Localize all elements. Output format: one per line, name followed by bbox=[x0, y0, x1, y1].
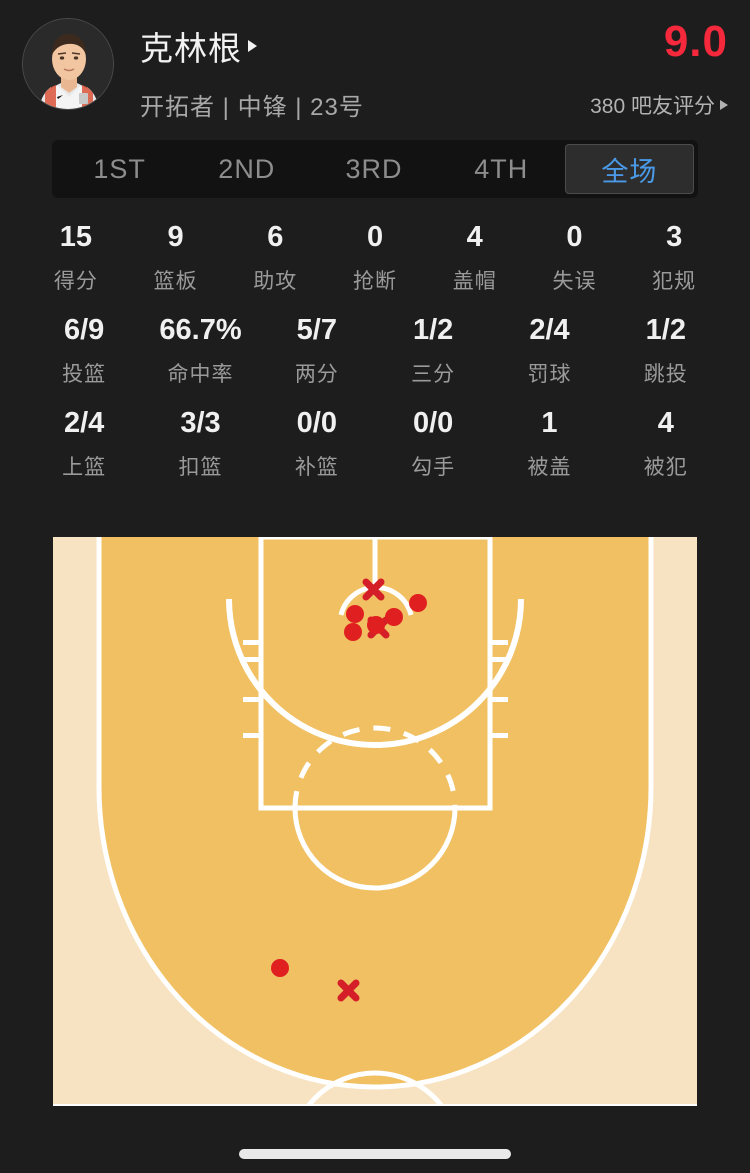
stat-label: 抢断 bbox=[353, 269, 398, 293]
stat-value: 1/2 bbox=[645, 313, 686, 346]
stat-fg-percent: 66.7% 命中率 bbox=[142, 313, 258, 388]
stat-fouls-drawn: 4 被犯 bbox=[608, 406, 724, 481]
stat-three-pointers: 1/2 三分 bbox=[375, 313, 491, 388]
stat-free-throws: 2/4 罚球 bbox=[491, 313, 607, 388]
stat-value: 6 bbox=[267, 221, 284, 253]
stat-label: 扣篮 bbox=[178, 455, 223, 479]
shot-chart[interactable] bbox=[53, 537, 697, 1106]
court-diagram bbox=[53, 537, 697, 1106]
rating-score: 9.0 bbox=[663, 17, 728, 66]
page-title: 克林根 bbox=[140, 30, 242, 67]
stat-value: 1/2 bbox=[412, 313, 454, 346]
stat-blocks: 4 盖帽 bbox=[425, 221, 525, 295]
stat-value: 3 bbox=[666, 221, 683, 253]
stats-panel: 15 得分 9 篮板 6 助攻 0 抢断 4 盖帽 0 失误 bbox=[0, 221, 750, 481]
rating-count-link[interactable]: 380 吧友评分 bbox=[590, 90, 728, 120]
stat-value: 5/7 bbox=[296, 313, 337, 346]
stat-label: 盖帽 bbox=[452, 269, 497, 293]
stat-layups: 2/4 上篮 bbox=[26, 406, 142, 481]
stat-label: 罚球 bbox=[527, 362, 572, 386]
player-header: 克林根 开拓者 | 中锋 | 23号 9.0 380 吧友评分 bbox=[0, 0, 750, 130]
stat-label: 勾手 bbox=[411, 455, 456, 479]
stat-value: 0/0 bbox=[412, 406, 454, 439]
stat-value: 4 bbox=[657, 406, 674, 439]
shot-markers bbox=[271, 578, 427, 1002]
stat-turnovers: 0 失误 bbox=[525, 221, 625, 295]
player-identity: 克林根 开拓者 | 中锋 | 23号 bbox=[140, 14, 590, 122]
stat-value: 4 bbox=[466, 221, 483, 253]
chevron-right-icon bbox=[720, 100, 728, 110]
stat-label: 上篮 bbox=[62, 455, 107, 479]
tab-full-game[interactable]: 全场 bbox=[564, 144, 695, 194]
chevron-right-icon bbox=[248, 40, 257, 52]
stat-label: 得分 bbox=[53, 269, 98, 293]
stat-shots-blocked: 1 被盖 bbox=[491, 406, 607, 481]
stat-label: 失误 bbox=[552, 269, 597, 293]
stat-value: 1 bbox=[541, 406, 558, 439]
stat-label: 投篮 bbox=[62, 362, 107, 386]
stats-row-basic: 15 得分 9 篮板 6 助攻 0 抢断 4 盖帽 0 失误 bbox=[26, 221, 724, 295]
stat-value: 2/4 bbox=[529, 313, 570, 346]
player-meta: 开拓者 | 中锋 | 23号 bbox=[140, 94, 364, 121]
stat-steals: 0 抢断 bbox=[325, 221, 425, 295]
rating-count-label: 380 吧友评分 bbox=[590, 95, 715, 118]
stat-label: 两分 bbox=[294, 362, 339, 386]
stat-label: 跳投 bbox=[643, 362, 688, 386]
stat-label: 被犯 bbox=[643, 455, 688, 479]
stat-rebounds: 9 篮板 bbox=[126, 221, 226, 295]
player-headshot-image bbox=[23, 19, 113, 109]
stat-assists: 6 助攻 bbox=[225, 221, 325, 295]
home-indicator bbox=[239, 1149, 511, 1159]
tab-4th[interactable]: 4TH bbox=[474, 153, 529, 184]
stat-tip-ins: 0/0 补篮 bbox=[259, 406, 375, 481]
stat-value: 3/3 bbox=[180, 406, 221, 439]
stat-value: 66.7% bbox=[159, 313, 242, 346]
stat-label: 补篮 bbox=[294, 455, 339, 479]
stat-value: 9 bbox=[167, 221, 184, 253]
stat-label: 被盖 bbox=[527, 455, 572, 479]
stat-label: 助攻 bbox=[253, 269, 298, 293]
stat-dunks: 3/3 扣篮 bbox=[142, 406, 258, 481]
stat-value: 2/4 bbox=[64, 406, 105, 439]
stat-value: 15 bbox=[59, 221, 92, 253]
stat-field-goals: 6/9 投篮 bbox=[26, 313, 142, 388]
player-name-row[interactable]: 克林根 bbox=[140, 22, 590, 70]
stats-row-shooting: 6/9 投篮 66.7% 命中率 5/7 两分 1/2 三分 2/4 罚球 1/… bbox=[26, 313, 724, 388]
period-tabbar: 1ST 2ND 3RD 4TH 全场 bbox=[52, 140, 698, 198]
stat-label: 三分 bbox=[411, 362, 456, 386]
stat-label: 命中率 bbox=[167, 362, 234, 386]
stats-row-shot-types: 2/4 上篮 3/3 扣篮 0/0 补篮 0/0 勾手 1 被盖 4 被犯 bbox=[26, 406, 724, 481]
stat-hook-shots: 0/0 勾手 bbox=[375, 406, 491, 481]
stat-points: 15 得分 bbox=[26, 221, 126, 295]
rating-block: 9.0 380 吧友评分 bbox=[590, 14, 728, 120]
stat-jump-shots: 1/2 跳投 bbox=[608, 313, 724, 388]
tab-2nd[interactable]: 2ND bbox=[218, 153, 276, 184]
stat-value: 6/9 bbox=[64, 313, 105, 346]
stat-value: 0 bbox=[566, 221, 583, 253]
avatar[interactable] bbox=[22, 18, 114, 110]
stat-label: 犯规 bbox=[652, 269, 697, 293]
stat-label: 篮板 bbox=[153, 269, 198, 293]
stat-value: 0/0 bbox=[296, 406, 337, 439]
tab-1st[interactable]: 1ST bbox=[93, 153, 146, 184]
tab-3rd[interactable]: 3RD bbox=[345, 153, 403, 184]
stat-value: 0 bbox=[366, 221, 384, 253]
stat-fouls: 3 犯规 bbox=[624, 221, 724, 295]
stat-two-pointers: 5/7 两分 bbox=[259, 313, 375, 388]
